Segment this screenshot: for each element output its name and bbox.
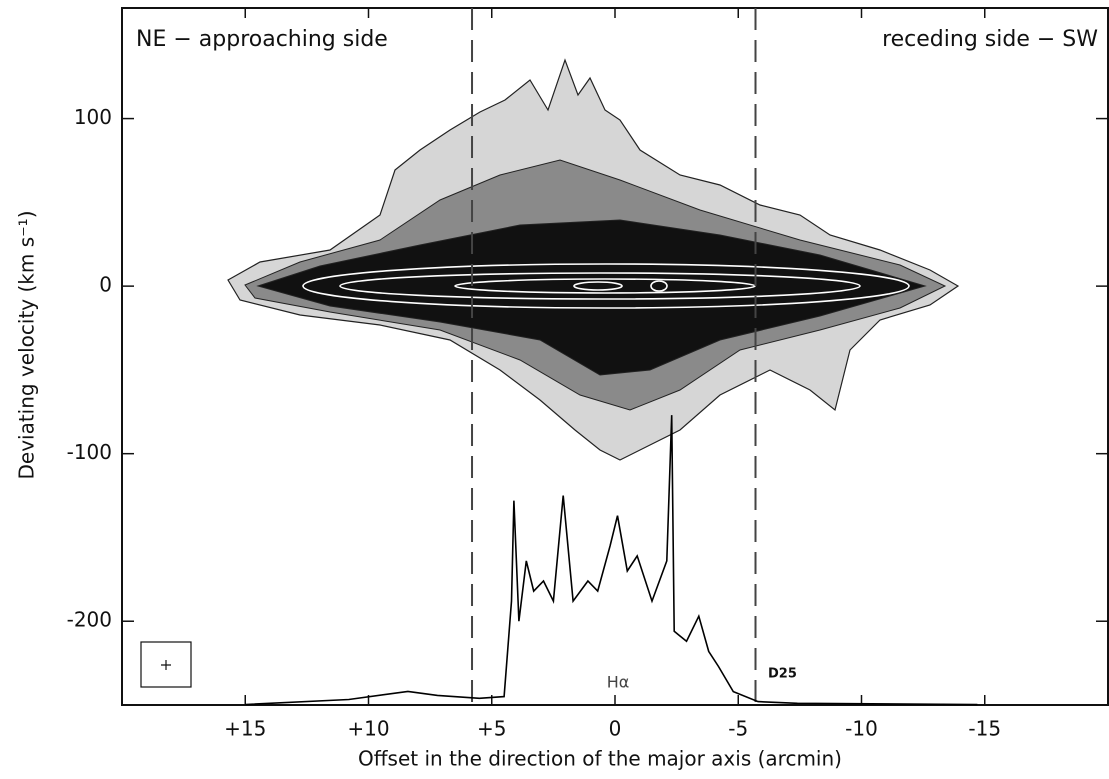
x-tick-label: +10 bbox=[347, 717, 389, 741]
y-tick-label: -200 bbox=[67, 608, 112, 632]
x-tick-label: 0 bbox=[609, 717, 622, 741]
emission-core bbox=[256, 219, 927, 376]
halpha-profile bbox=[245, 415, 978, 706]
x-tick-label: -5 bbox=[728, 717, 748, 741]
beam-marker bbox=[161, 660, 171, 670]
annotation: NE − approaching side bbox=[136, 27, 388, 52]
y-tick-label: 100 bbox=[74, 105, 112, 129]
x-tick-label: -15 bbox=[968, 717, 1001, 741]
x-tick-label: +15 bbox=[224, 717, 266, 741]
contour bbox=[573, 281, 623, 291]
contour bbox=[650, 280, 668, 292]
pv-diagram bbox=[227, 58, 960, 461]
contour bbox=[339, 272, 861, 300]
y-tick-label: 0 bbox=[99, 273, 112, 297]
profile-label: Hα bbox=[607, 673, 630, 692]
contour bbox=[302, 263, 910, 309]
y-tick-label: -100 bbox=[67, 440, 112, 464]
x-tick-label: +5 bbox=[477, 717, 506, 741]
annotation: receding side − SW bbox=[882, 27, 1098, 52]
x-axis-label: Offset in the direction of the major axi… bbox=[358, 747, 842, 771]
annotation: D25 bbox=[768, 667, 797, 682]
x-tick-label: -10 bbox=[845, 717, 878, 741]
y-axis-label: Deviating velocity (km s⁻¹) bbox=[15, 210, 39, 479]
